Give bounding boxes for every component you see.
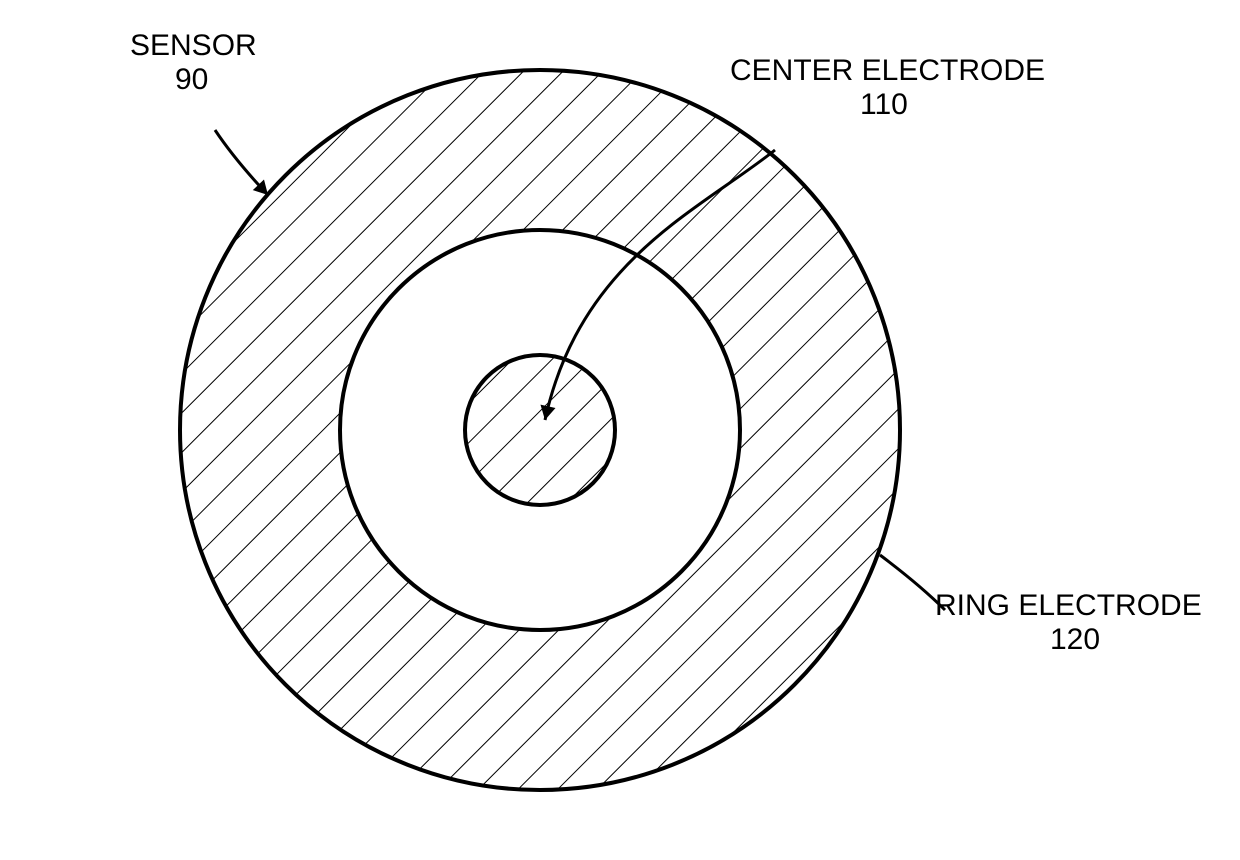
center_electrode-label: CENTER ELECTRODE110 <box>730 54 1045 121</box>
ring-electrode-leader-arrow <box>880 555 945 610</box>
sensor-leader-arrow <box>215 130 268 195</box>
sensor-label-ref: 90 <box>175 63 208 96</box>
ring_electrode-label: RING ELECTRODE120 <box>935 589 1202 656</box>
ring_electrode-label-title: RING ELECTRODE <box>935 589 1202 622</box>
ring_electrode-label-ref: 120 <box>1050 623 1100 656</box>
center_electrode-label-title: CENTER ELECTRODE <box>730 54 1045 87</box>
center_electrode-label-ref: 110 <box>860 88 908 121</box>
sensor-label-title: SENSOR <box>130 29 257 62</box>
sensor-label: SENSOR90 <box>130 29 257 96</box>
